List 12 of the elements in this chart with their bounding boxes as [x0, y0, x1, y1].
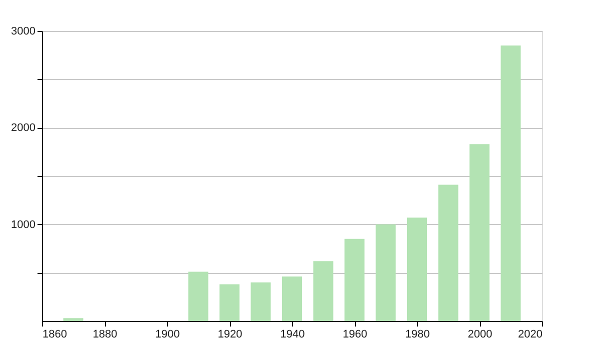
- x-tick-label: 1960: [342, 328, 368, 340]
- x-tick-label: 1900: [155, 328, 180, 340]
- x-tick-label: 1920: [218, 328, 242, 340]
- x-tick-label: 1860: [42, 328, 67, 340]
- x-tick-label: 1980: [405, 328, 430, 340]
- x-tick-label: 1880: [92, 328, 118, 340]
- y-tick-label: 1000: [11, 218, 36, 231]
- x-tick-label: 1940: [280, 328, 305, 340]
- y-tick-label: 3000: [11, 26, 36, 38]
- x-tick-label: 2020: [518, 328, 542, 340]
- x-tick-label: 2000: [468, 328, 492, 340]
- y-tick-label: 2000: [11, 122, 36, 134]
